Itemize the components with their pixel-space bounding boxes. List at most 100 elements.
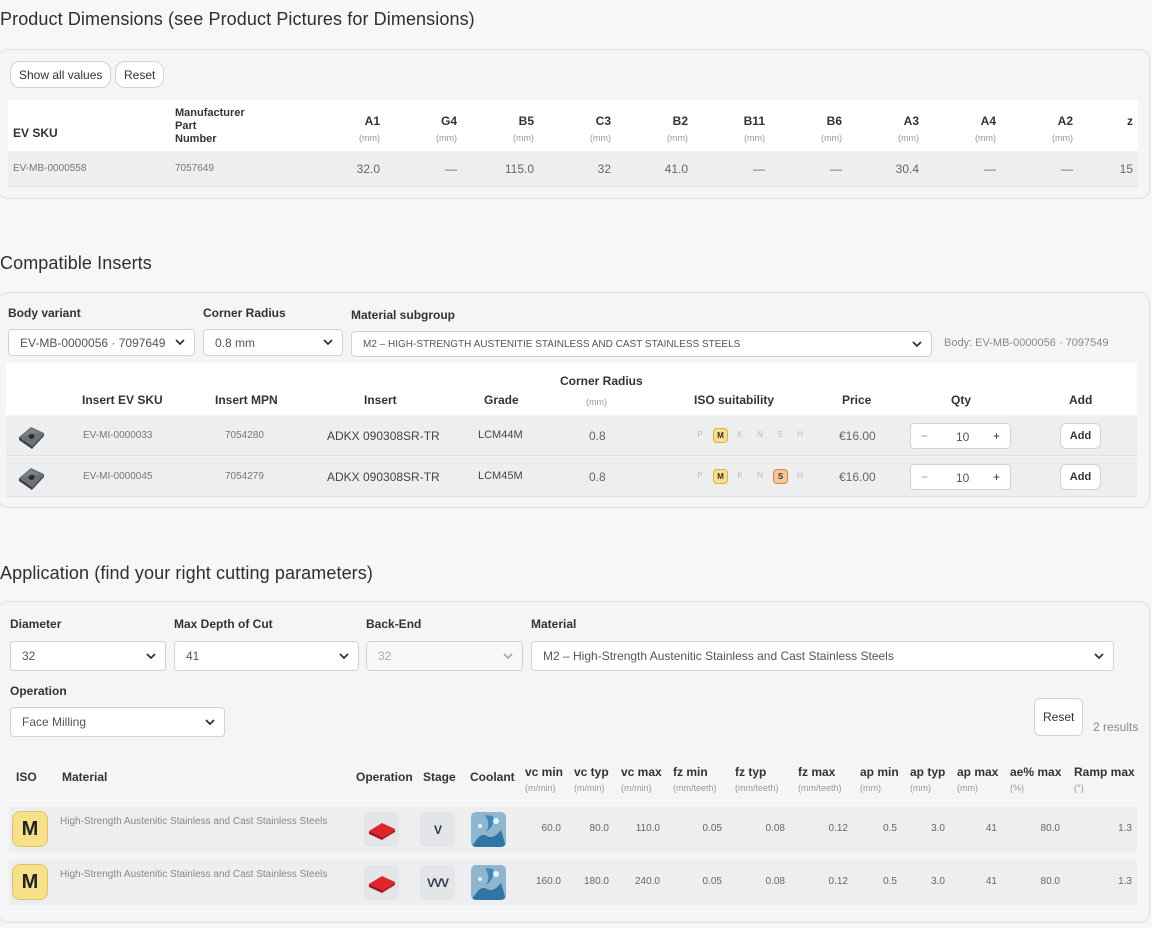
app-value-5: 0.12 xyxy=(828,823,848,834)
app-header-vc-min: vc min xyxy=(525,765,564,779)
chevron-down-icon xyxy=(338,649,350,663)
app-value-5: 0.12 xyxy=(828,876,848,887)
app-value-10: 1.3 xyxy=(1118,823,1132,834)
header-qty: Qty xyxy=(951,393,972,407)
app-value-8: 41 xyxy=(985,823,997,834)
header-dim-unit: (mm) xyxy=(590,133,611,143)
back-end-select[interactable]: 32 xyxy=(366,641,523,671)
inserts-title: Compatible Inserts xyxy=(0,253,152,273)
app-value-3: 0.05 xyxy=(702,823,722,834)
dim-value-g4: — xyxy=(445,162,457,176)
header-dim-g4: G4 xyxy=(440,114,457,128)
application-row: M High-Strength Austenitic Stainless and … xyxy=(9,860,1137,905)
material-subgroup-select[interactable]: M2 – HIGH-STRENGTH AUSTENITIE STAINLESS … xyxy=(351,331,932,357)
material-select[interactable]: M2 – High-Strength Austenitic Stainless … xyxy=(531,641,1114,671)
qty-plus-button[interactable]: + xyxy=(993,429,1001,443)
application-row: M High-Strength Austenitic Stainless and … xyxy=(9,807,1137,852)
header-dim-b6: B6 xyxy=(826,114,842,128)
diameter-label: Diameter xyxy=(10,617,62,631)
iso-letter-p: P xyxy=(697,430,703,439)
app-value-7: 3.0 xyxy=(931,823,945,834)
dim-value-c3: 32 xyxy=(597,162,611,176)
body-info-text: Body: EV-MB-0000056 · 7097549 xyxy=(944,337,1109,349)
header-dim-a4: A4 xyxy=(980,114,996,128)
app-header-iso: ISO xyxy=(16,770,37,784)
qty-value[interactable]: 10 xyxy=(956,430,970,444)
app-header-unit: (m/min) xyxy=(525,783,556,793)
dimensions-card: Show all values Reset EV SKU Manufacture… xyxy=(0,49,1150,199)
header-dim-c3: C3 xyxy=(595,114,611,128)
app-header-ap-max: ap max xyxy=(957,765,999,779)
chevron-down-icon xyxy=(1093,649,1105,663)
chevron-down-icon xyxy=(322,335,334,349)
iso-letter-k: K xyxy=(737,430,743,439)
results-count: 2 results xyxy=(1093,720,1139,734)
header-iso-suitability: ISO suitability xyxy=(694,393,775,407)
corner-radius-label: Corner Radius xyxy=(203,306,286,320)
app-value-2: 110.0 xyxy=(635,823,660,834)
body-variant-select[interactable]: EV-MB-0000056 · 7097649 xyxy=(8,329,195,356)
header-insert-mpn: Insert MPN xyxy=(215,393,278,407)
iso-letter-n: N xyxy=(757,471,763,480)
dim-value-b6: — xyxy=(830,162,842,176)
qty-minus-button[interactable]: − xyxy=(921,470,929,484)
insert-row: EV-MI-0000045 7054279 ADKX 090308SR-TR LCM4… xyxy=(6,457,1137,497)
header-dim-b5: B5 xyxy=(518,114,534,128)
app-header-unit: (°) xyxy=(1074,783,1084,793)
iso-letter-h: H xyxy=(797,430,803,439)
dim-value-a1: 32.0 xyxy=(356,162,380,176)
header-dim-unit: (mm) xyxy=(513,133,534,143)
dim-value-b2: 41.0 xyxy=(664,162,688,176)
insert-price: €16.00 xyxy=(839,429,876,443)
add-to-cart-button[interactable]: Add xyxy=(1060,423,1101,449)
max-depth-select[interactable]: 41 xyxy=(174,641,359,671)
app-header-unit: (m/min) xyxy=(574,783,605,793)
corner-radius-select[interactable]: 0.8 mm xyxy=(203,329,343,356)
quantity-stepper[interactable]: − 10 + xyxy=(910,423,1011,449)
app-value-4: 0.08 xyxy=(765,876,785,887)
dimensions-title: Product Dimensions (see Product Pictures… xyxy=(0,9,475,29)
iso-letter-p: P xyxy=(697,471,703,480)
insert-sku: EV-MI-0000033 xyxy=(83,430,153,441)
diameter-select[interactable]: 32 xyxy=(10,641,166,671)
max-depth-label: Max Depth of Cut xyxy=(174,617,273,631)
qty-plus-button[interactable]: + xyxy=(993,470,1001,484)
qty-minus-button[interactable]: − xyxy=(921,429,929,443)
quantity-stepper[interactable]: − 10 + xyxy=(910,464,1011,490)
app-value-4: 0.08 xyxy=(765,823,785,834)
insert-radius: 0.8 xyxy=(589,429,606,443)
app-header-unit: (mm) xyxy=(910,783,931,793)
coolant-icon xyxy=(471,865,506,900)
qty-value[interactable]: 10 xyxy=(956,471,970,485)
dim-value-a3: 30.4 xyxy=(895,162,919,176)
add-to-cart-button[interactable]: Add xyxy=(1060,464,1101,490)
insert-price: €16.00 xyxy=(839,470,876,484)
face-milling-operation-icon xyxy=(364,865,399,900)
iso-badge-s: S xyxy=(773,469,788,484)
app-header-stage: Stage xyxy=(423,770,456,784)
app-value-3: 0.05 xyxy=(702,876,722,887)
header-dim-z: z xyxy=(1127,114,1133,128)
iso-letter-k: K xyxy=(737,471,743,480)
app-header-unit: (mm/teeth) xyxy=(798,783,842,793)
dim-value-a2: — xyxy=(1061,162,1073,176)
inserts-card: Body variant EV-MB-0000056 · 7097649 Cor… xyxy=(0,292,1150,508)
iso-badge-m: M xyxy=(713,428,728,443)
insert-radius: 0.8 xyxy=(589,470,606,484)
show-all-values-button[interactable]: Show all values xyxy=(10,61,112,88)
app-header-fz-min: fz min xyxy=(673,765,708,779)
stage-icon: VVV xyxy=(420,865,455,900)
dimensions-table: EV SKU Manufacturer Part Number A1 (mm) G4… xyxy=(8,100,1138,187)
app-header-vc-typ: vc typ xyxy=(574,765,609,779)
operation-select[interactable]: Face Milling xyxy=(10,707,225,737)
operation-label: Operation xyxy=(10,684,67,698)
header-dim-unit: (mm) xyxy=(1052,133,1073,143)
dim-value-b11: — xyxy=(753,162,765,176)
app-header-ap-min: ap min xyxy=(860,765,899,779)
app-header-unit: (mm) xyxy=(860,783,881,793)
dimensions-reset-button[interactable]: Reset xyxy=(115,61,165,88)
application-reset-button[interactable]: Reset xyxy=(1034,698,1084,736)
app-value-0: 160.0 xyxy=(535,876,561,887)
app-header-unit: (mm) xyxy=(957,783,978,793)
header-dim-unit: (mm) xyxy=(359,133,380,143)
